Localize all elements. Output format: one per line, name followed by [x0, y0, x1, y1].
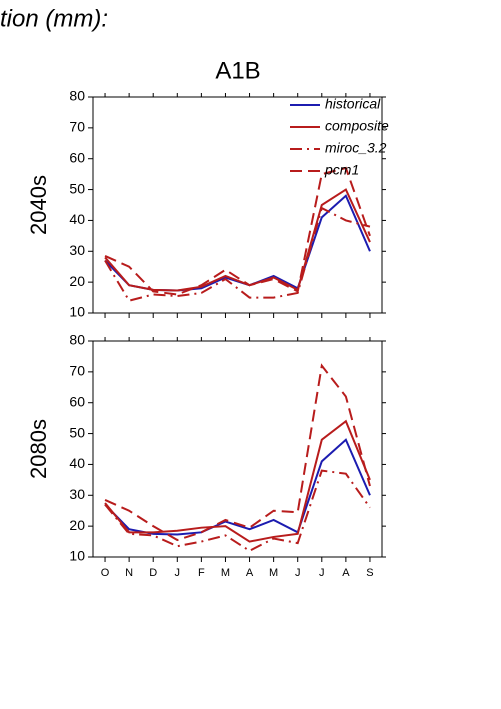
y-tick-label: 80 — [69, 332, 85, 348]
x-tick-label: A — [246, 567, 254, 579]
y-tick-label: 70 — [69, 363, 85, 379]
y-tick-label: 20 — [69, 273, 85, 289]
legend-label: miroc_3.2 — [325, 140, 387, 156]
x-tick-label: A — [342, 567, 350, 579]
y-tick-label: 40 — [69, 455, 85, 471]
x-tick-label: N — [125, 567, 133, 579]
x-tick-label: M — [221, 567, 230, 579]
y-tick-label: 40 — [69, 211, 85, 227]
x-tick-label: S — [366, 567, 373, 579]
y-tick-label: 50 — [69, 424, 85, 440]
y-tick-label: 50 — [69, 180, 85, 196]
series-line — [104, 469, 371, 552]
header: tion (mm): — [0, 5, 108, 32]
x-tick-label: J — [175, 567, 181, 579]
series-line — [104, 166, 371, 296]
plot-frame — [92, 340, 383, 558]
y-tick-label: 20 — [69, 517, 85, 533]
plot-frame — [92, 96, 383, 314]
x-tick-label: F — [198, 567, 205, 579]
legend-label: historical — [325, 96, 381, 112]
chart-title: A1B — [215, 57, 260, 84]
y-tick-label: 30 — [69, 242, 85, 258]
series-line — [104, 188, 371, 292]
y-tick-label: 80 — [69, 88, 85, 104]
legend-label: composite — [325, 118, 389, 134]
y-tick-label: 10 — [69, 304, 85, 320]
x-tick-label: J — [319, 567, 325, 579]
x-tick-label: J — [295, 567, 301, 579]
series-line — [104, 194, 371, 292]
y-tick-label: 70 — [69, 119, 85, 135]
x-tick-label: D — [149, 567, 157, 579]
y-tick-label: 30 — [69, 486, 85, 502]
y-tick-label: 10 — [69, 548, 85, 564]
series-line — [104, 363, 371, 542]
x-tick-label: M — [269, 567, 278, 579]
y-axis-label: 2080s — [26, 419, 51, 479]
series-line — [104, 206, 371, 302]
series-line — [104, 419, 371, 543]
x-tick-label: O — [101, 567, 110, 579]
y-tick-label: 60 — [69, 149, 85, 165]
legend-label: pcm1 — [324, 162, 359, 178]
y-axis-label: 2040s — [26, 175, 51, 235]
y-tick-label: 60 — [69, 393, 85, 409]
